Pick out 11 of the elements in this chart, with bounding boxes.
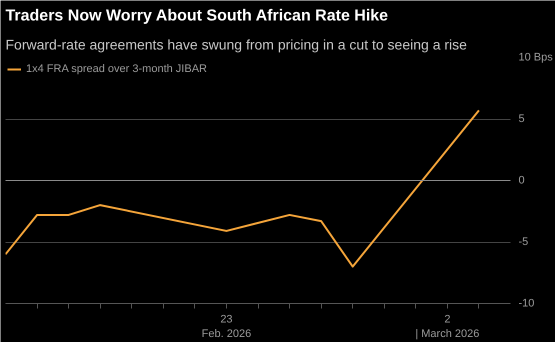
x-tick-label: 2 | March 2026 bbox=[415, 314, 480, 340]
chart-title: Traders Now Worry About South African Rate Hike bbox=[6, 8, 388, 24]
y-tick-label: 5 bbox=[518, 113, 525, 125]
y-tick-label: 0 bbox=[518, 174, 525, 186]
y-tick-label: -10 bbox=[518, 298, 534, 310]
y-tick-label: 10 Bps bbox=[518, 52, 554, 64]
legend-label: 1x4 FRA spread over 3-month JIBAR bbox=[26, 63, 207, 75]
line-series bbox=[6, 109, 480, 268]
y-tick-label: -5 bbox=[518, 236, 528, 248]
chart-subtitle: Forward-rate agreements have swung from pricing in a cut to seeing a rise bbox=[6, 36, 468, 52]
x-tick-label: 23 Feb. 2026 bbox=[202, 314, 252, 340]
